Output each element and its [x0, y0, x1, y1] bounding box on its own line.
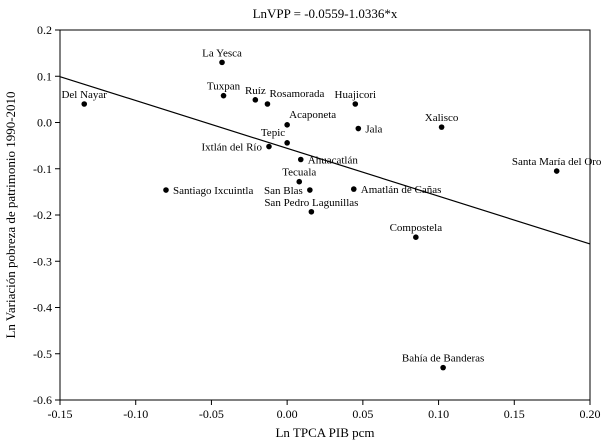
point-label: Tecuala: [282, 167, 316, 179]
data-point: [553, 168, 560, 174]
x-tick-label: 0.15: [504, 407, 525, 421]
axis-ticks: -0.15 -0.10 -0.05 0.00 0.05 0.10 0.15 0.20 0.2 0.…: [33, 23, 601, 421]
chart-title: LnVPP = -0.0559-1.0336*x: [253, 6, 398, 21]
regression-line: [59, 76, 591, 245]
point-label: Xalisco: [425, 112, 459, 124]
data-point: [350, 186, 357, 192]
point-label: Ixtlán del Río: [201, 142, 262, 154]
point-label: Bahía de Banderas: [402, 353, 484, 365]
data-point: [252, 97, 259, 103]
point-label: Jala: [365, 124, 382, 136]
y-tick-label: -0.5: [33, 347, 52, 361]
data-point: [264, 101, 271, 107]
x-tick-label: -0.05: [199, 407, 224, 421]
point-label: Santiago Ixcuintla: [173, 185, 253, 197]
point-label: Tepic: [261, 127, 285, 139]
data-point: [266, 143, 272, 150]
data-points-group: Del Nayar La Yesca Tuxpan Ruíz Rosamorada Aca…: [61, 47, 602, 371]
y-tick-label: -0.1: [33, 162, 52, 176]
data-point: [413, 234, 419, 240]
plot-border: [59, 29, 591, 401]
x-tick-label: 0.05: [352, 407, 373, 421]
x-tick-label: 0.00: [277, 407, 298, 421]
x-tick-label: -0.15: [48, 407, 73, 421]
y-tick-label: -0.3: [33, 254, 52, 268]
data-point: [438, 124, 445, 130]
point-label: Rosamorada: [269, 88, 324, 100]
point-label: Tuxpan: [207, 81, 241, 93]
data-point: [352, 101, 359, 107]
point-label: San Pedro Lagunillas: [264, 197, 358, 209]
data-point: [440, 364, 446, 371]
data-point: [307, 187, 313, 193]
point-label: Ruíz: [245, 85, 266, 97]
data-point: [355, 125, 362, 132]
data-point: [297, 156, 304, 163]
point-label: Amatlán de Cañas: [361, 184, 442, 196]
data-point: [220, 92, 227, 99]
data-point: [284, 140, 290, 146]
point-label: Compostela: [390, 222, 443, 234]
x-tick-label: 0.20: [580, 407, 601, 421]
y-tick-label: -0.4: [33, 301, 52, 315]
point-label: Del Nayar: [61, 89, 107, 101]
data-point: [81, 101, 88, 107]
data-point: [163, 187, 169, 193]
data-point: [296, 178, 303, 185]
x-tick-label: -0.10: [123, 407, 148, 421]
plot-frame: [59, 29, 591, 401]
point-label: La Yesca: [202, 47, 242, 59]
y-tick-label: 0.1: [37, 69, 52, 83]
x-axis-title: Ln TPCA PIB pcm: [275, 425, 374, 440]
data-point: [284, 122, 290, 128]
x-tick-label: 0.10: [428, 407, 449, 421]
point-label: Huajicori: [335, 89, 377, 101]
point-label: Santa María del Oro: [512, 156, 602, 168]
y-tick-label: 0.2: [37, 23, 52, 37]
point-label: Acaponeta: [289, 109, 336, 121]
y-axis-title: Ln Variación pobreza de patrimonio 1990-…: [3, 91, 18, 338]
data-point: [308, 208, 315, 215]
point-label: Ahuacatlán: [308, 155, 359, 167]
y-tick-label: -0.6: [33, 393, 52, 407]
data-point: [219, 59, 225, 66]
regression-line-group: [59, 76, 591, 245]
point-label: San Blas: [264, 185, 303, 197]
y-tick-label: -0.2: [33, 208, 52, 222]
y-tick-label: 0.0: [37, 116, 52, 130]
